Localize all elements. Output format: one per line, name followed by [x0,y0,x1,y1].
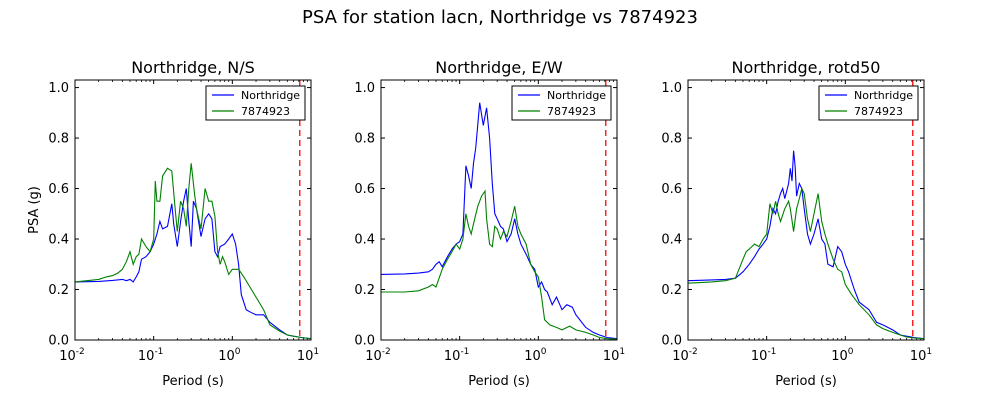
legend-label: Northridge [241,89,300,102]
y-tick-label: 0.2 [48,283,69,298]
legend: Northridge 7874923 [205,85,306,121]
y-tick-label: 0.2 [354,283,375,298]
y-tick-label: 1.0 [354,81,375,96]
series-line-7874923 [688,186,924,340]
chart-panel-2: 10-2 10-1 100 101 0.0 0.2 0.4 0.6 0.8 1.0 Northrid… [354,58,625,389]
legend: Northridge 7874923 [511,85,612,121]
legend-box [205,85,306,121]
x-axis-label: Period (s) [775,374,837,389]
plot-area [381,80,617,340]
chart-title: Northridge, E/W [435,58,563,77]
chart-panel-3: 10-2 10-1 100 101 0.0 0.2 0.4 0.6 0.8 1.0 Northrid… [661,58,932,389]
series-line-northridge [75,188,311,340]
legend-label: 7874923 [854,105,903,118]
y-tick-label: 0.0 [354,334,375,349]
x-tick-label: 101 [297,347,319,364]
x-tick-label: 100 [524,347,547,364]
x-tick-label: 10-1 [751,347,777,364]
y-tick-label: 0.0 [661,334,682,349]
y-tick-label: 1.0 [661,81,682,96]
series-line-northridge [688,150,924,340]
x-tick-label: 10-2 [672,347,698,364]
y-tick-label: 1.0 [48,81,69,96]
legend-label: Northridge [854,89,913,102]
y-tick-label: 0.8 [354,132,375,147]
y-tick-label: 0.8 [48,132,69,147]
x-tick-label: 100 [218,347,241,364]
y-tick-label: 0.2 [661,283,682,298]
chart-title: Northridge, rotd50 [732,58,881,77]
legend-label: 7874923 [547,105,596,118]
series-line-7874923 [381,189,617,340]
x-tick-label: 100 [831,347,854,364]
series-line-7874923 [75,163,311,340]
legend-label: 7874923 [241,105,290,118]
x-tick-label: 10-1 [138,347,164,364]
y-tick-label: 0.4 [48,233,69,248]
y-tick-label: 0.6 [661,182,682,197]
legend-label: Northridge [547,89,606,102]
x-tick-label: 10-2 [59,347,85,364]
y-tick-label: 0.8 [661,132,682,147]
y-tick-label: 0.6 [354,182,375,197]
chart-panel-1: 10-2 10-1 100 101 0.0 0.2 0.4 0.6 0.8 1.0 Northrid… [27,58,319,389]
x-tick-label: 101 [603,347,625,364]
legend-box [511,85,612,121]
x-tick-label: 101 [910,347,932,364]
x-axis-label: Period (s) [468,374,530,389]
chart-title: Northridge, N/S [131,58,255,77]
y-tick-label: 0.0 [48,334,69,349]
x-tick-label: 10-2 [365,347,391,364]
y-tick-label: 0.6 [48,182,69,197]
series-line-northridge [381,102,617,340]
x-tick-label: 10-1 [444,347,470,364]
y-tick-label: 0.4 [354,233,375,248]
plot-frame [687,79,925,341]
x-axis-label: Period (s) [162,374,224,389]
figure-title: PSA for station lacn, Northridge vs 7874… [302,7,698,28]
legend: Northridge 7874923 [818,85,919,121]
plot-frame [380,79,618,341]
y-axis-label: PSA (g) [27,186,42,234]
plot-frame [74,79,312,341]
y-tick-label: 0.4 [661,233,682,248]
legend-box [818,85,919,121]
